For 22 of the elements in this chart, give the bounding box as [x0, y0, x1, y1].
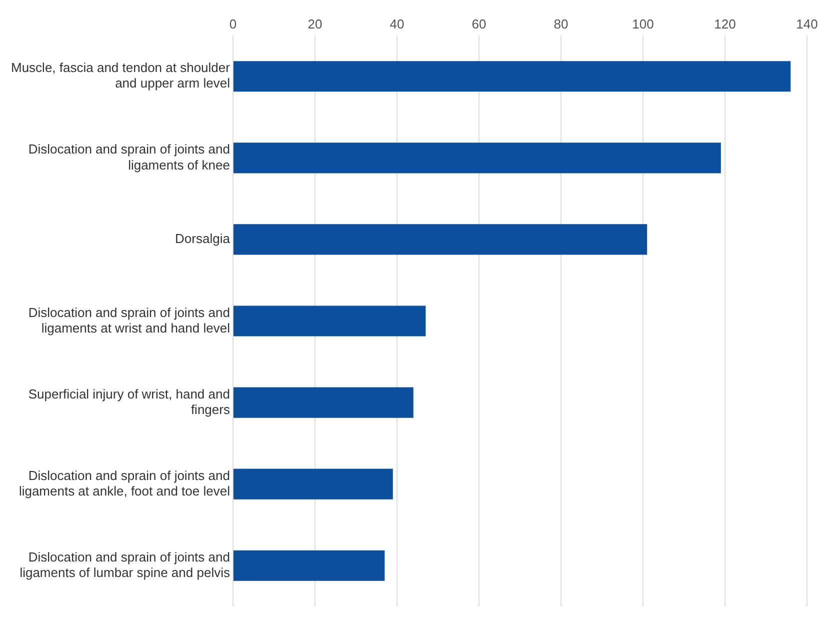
bar [233, 468, 393, 500]
x-tick-label: 140 [796, 16, 818, 32]
y-tick-label: Dislocation and sprain of joints and ligaments of lumbar spine and pelvis [20, 549, 230, 580]
bar [233, 550, 385, 581]
bar [233, 61, 791, 92]
bar [233, 387, 414, 418]
y-tick-label: Dislocation and sprain of joints and ligaments at ankle, foot and toe level [18, 468, 230, 498]
y-tick-label: Dislocation and sprain of joints and ligaments at wrist and hand level [28, 304, 230, 336]
x-tick-label: 100 [632, 16, 654, 32]
y-tick-label: Superficial injury of wrist, hand and fingers [28, 386, 230, 417]
bar [233, 224, 648, 255]
bar [233, 306, 426, 336]
y-tick-label: Muscle, fascia and tendon at shoulder and upper arm level [11, 60, 231, 91]
bar [233, 142, 721, 174]
y-tick-label: Dorsalgia [175, 231, 231, 246]
x-tick-label: 60 [472, 16, 486, 32]
x-tick-label: 0 [229, 16, 237, 32]
x-tick-label: 20 [308, 16, 322, 32]
y-tick-label: Dislocation and sprain of joints and ligaments of knee [28, 142, 230, 172]
x-tick-label: 40 [390, 16, 404, 32]
x-tick-label: 120 [714, 16, 736, 32]
x-tick-label: 80 [554, 16, 568, 32]
